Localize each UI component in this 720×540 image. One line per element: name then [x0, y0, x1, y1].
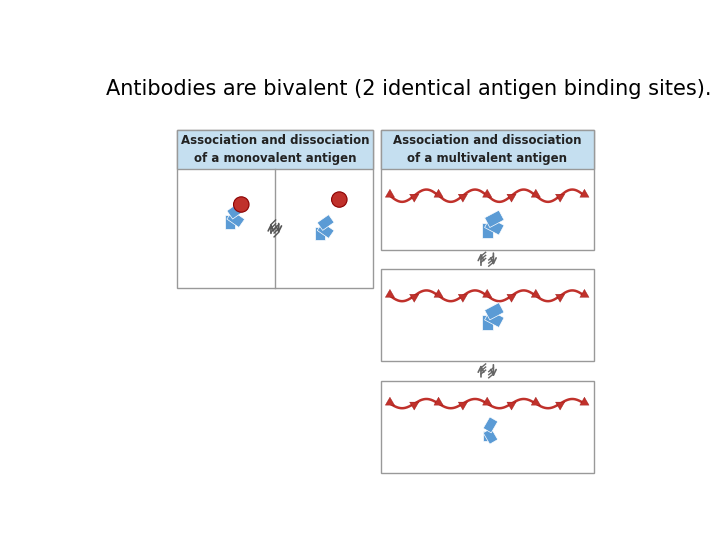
Polygon shape [483, 428, 498, 444]
Polygon shape [483, 417, 498, 433]
Polygon shape [531, 397, 541, 405]
Polygon shape [225, 215, 235, 229]
Polygon shape [485, 210, 504, 227]
Bar [381, 269, 594, 361]
Polygon shape [458, 402, 467, 410]
Polygon shape [318, 214, 334, 231]
Polygon shape [580, 397, 589, 405]
Polygon shape [507, 294, 516, 302]
Bar [177, 130, 373, 288]
Polygon shape [531, 289, 541, 298]
Polygon shape [315, 226, 325, 240]
Polygon shape [385, 289, 395, 298]
Polygon shape [507, 194, 516, 202]
Polygon shape [482, 397, 492, 405]
Polygon shape [318, 222, 334, 238]
Polygon shape [434, 289, 444, 298]
Circle shape [233, 197, 249, 212]
Text: Antibodies are bivalent (2 identical antigen binding sites).: Antibodies are bivalent (2 identical ant… [106, 79, 711, 99]
Polygon shape [410, 402, 419, 410]
Polygon shape [485, 302, 504, 320]
Polygon shape [227, 211, 245, 227]
Polygon shape [531, 189, 541, 197]
Circle shape [331, 192, 347, 207]
Polygon shape [458, 194, 467, 202]
Polygon shape [385, 189, 395, 197]
Polygon shape [485, 310, 504, 327]
Polygon shape [507, 402, 516, 410]
Polygon shape [580, 289, 589, 298]
Bar [381, 130, 594, 168]
Polygon shape [482, 315, 492, 330]
Bar [177, 130, 373, 168]
Polygon shape [556, 194, 564, 202]
Polygon shape [458, 294, 467, 302]
Polygon shape [410, 294, 419, 302]
Polygon shape [410, 194, 419, 202]
Polygon shape [556, 402, 564, 410]
Bar [381, 381, 594, 473]
Polygon shape [482, 189, 492, 197]
Polygon shape [482, 222, 492, 238]
Polygon shape [434, 189, 444, 197]
Text: Association and dissociation
of a monovalent antigen: Association and dissociation of a monova… [181, 134, 369, 165]
Polygon shape [556, 294, 564, 302]
Polygon shape [482, 289, 492, 298]
Polygon shape [482, 430, 492, 441]
Text: Association and dissociation
of a multivalent antigen: Association and dissociation of a multiv… [393, 134, 582, 165]
Polygon shape [485, 218, 504, 235]
Bar [381, 130, 594, 249]
Polygon shape [580, 189, 589, 197]
Polygon shape [434, 397, 444, 405]
Polygon shape [385, 397, 395, 405]
Polygon shape [227, 202, 245, 219]
